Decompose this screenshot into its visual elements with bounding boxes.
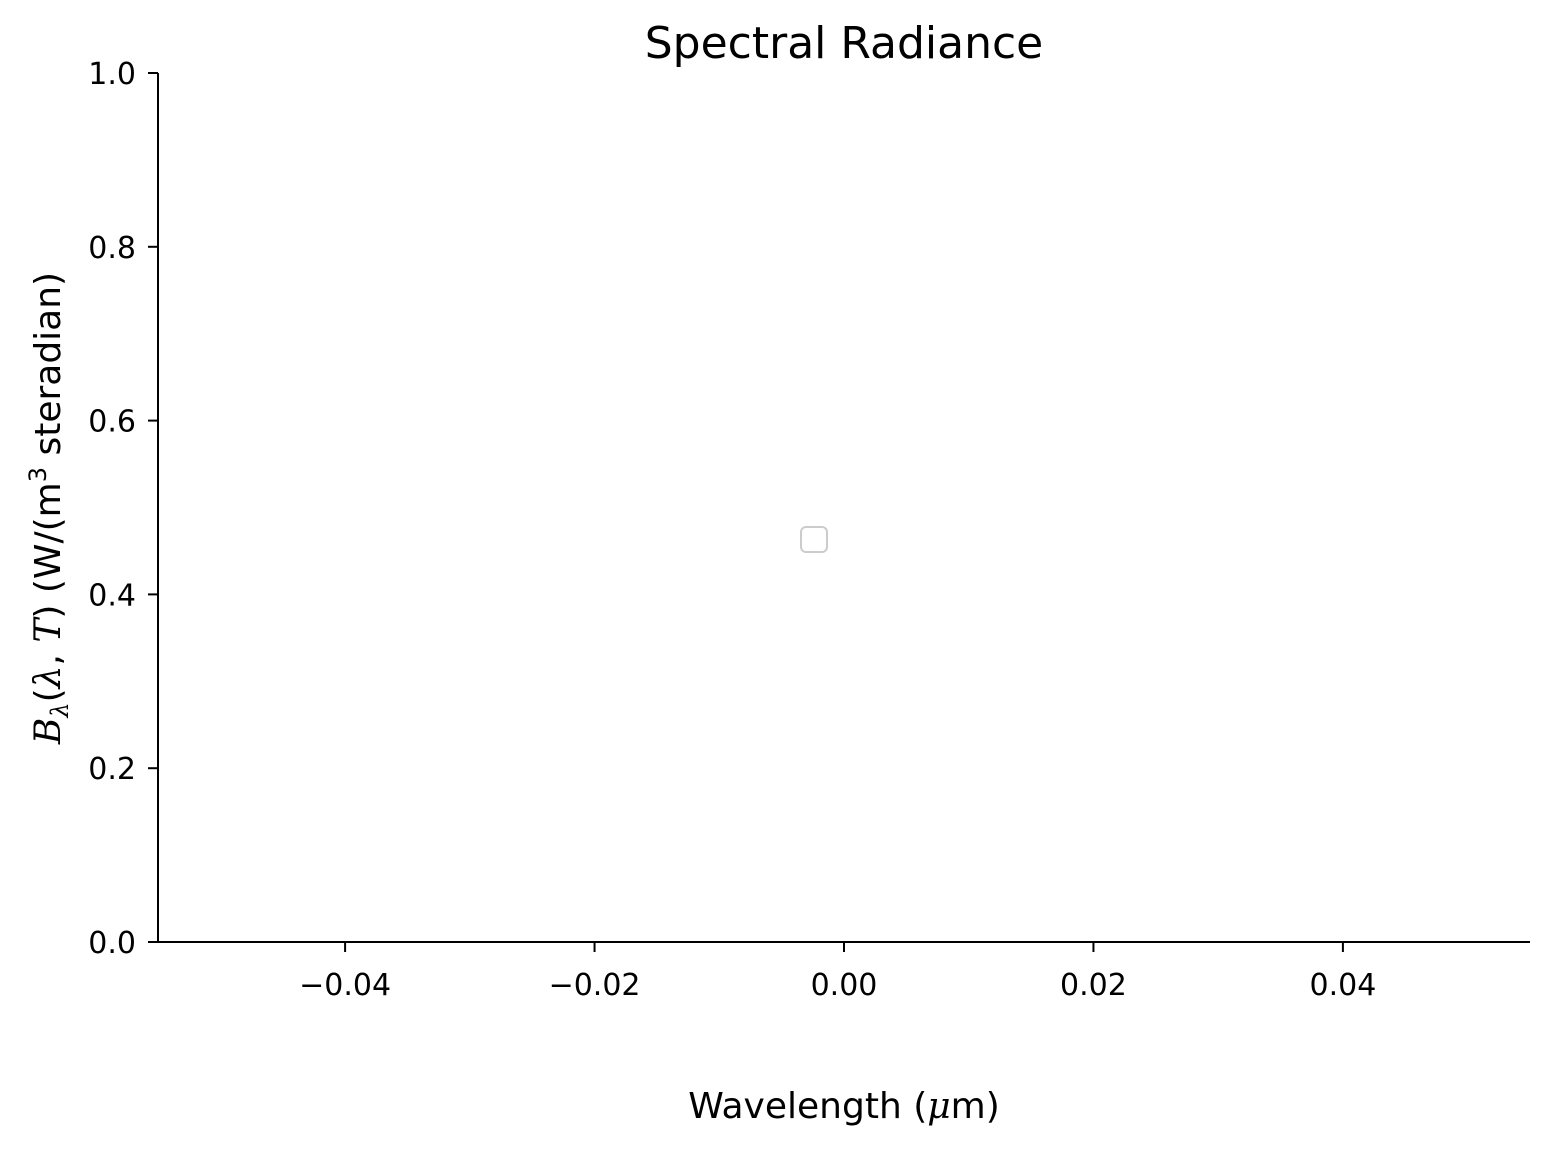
x-axis-label-text: Wavelength ( [688, 1086, 927, 1127]
y-axis-label-units: (W/(m [28, 482, 69, 604]
y-axis-label-lambda: λ [28, 666, 69, 691]
chart-title: Spectral Radiance [645, 18, 1043, 69]
legend-frame [800, 526, 828, 553]
y-axis-label-units-close: steradian) [28, 272, 69, 467]
y-axis-label-exponent: 3 [24, 467, 52, 482]
y-axis-label-subscript: λ [46, 702, 74, 718]
x-tick-label: 0.02 [1060, 968, 1127, 1003]
x-axis-label-mu: μ [927, 1086, 950, 1127]
x-axis-label: Wavelength (μm) [688, 1086, 1000, 1127]
x-tick-label: −0.04 [299, 968, 391, 1003]
y-axis-label-args-open: ( [28, 688, 69, 702]
y-axis-label-symbol: B [28, 718, 69, 745]
x-axis-label-unit: m) [951, 1086, 1000, 1127]
y-axis-ticks: 0.0 0.2 0.4 0.6 0.8 1.0 [88, 57, 158, 961]
y-tick-label: 0.2 [88, 752, 136, 787]
x-axis-ticks: −0.04 −0.02 0.00 0.02 0.04 [299, 942, 1376, 1003]
y-axis-label-args-close: ) [28, 605, 69, 619]
y-tick-label: 0.6 [88, 405, 136, 440]
x-tick-label: 0.04 [1310, 968, 1377, 1003]
y-axis-label-comma: , [28, 643, 69, 666]
y-tick-label: 0.4 [88, 578, 136, 613]
y-tick-label: 0.8 [88, 231, 136, 266]
y-tick-label: 0.0 [88, 926, 136, 961]
x-tick-label: −0.02 [549, 968, 641, 1003]
x-tick-label: 0.00 [811, 968, 878, 1003]
y-axis-label-temperature: T [28, 616, 69, 643]
y-tick-label: 1.0 [88, 57, 136, 92]
y-axis-label: Bλ(λ, T) (W/(m3 steradian) [24, 272, 74, 745]
